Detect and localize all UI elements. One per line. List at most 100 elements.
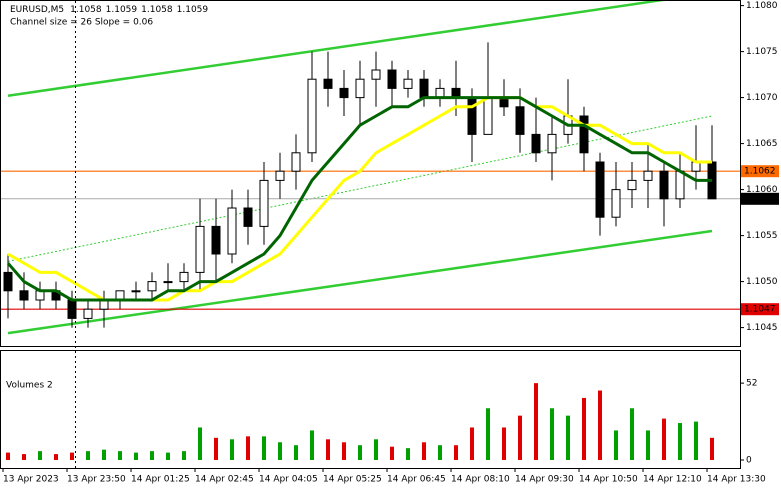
volume-bar bbox=[390, 446, 394, 460]
volume-pane: 0 52 bbox=[6, 379, 757, 466]
volume-bar bbox=[70, 452, 74, 460]
volume-bar bbox=[438, 445, 442, 460]
price-label: 1.1059 bbox=[744, 194, 776, 204]
volume-bar bbox=[166, 452, 170, 460]
candle-body bbox=[3, 271, 13, 292]
volume-bar bbox=[486, 408, 490, 460]
volume-bar bbox=[54, 454, 58, 460]
candle-body bbox=[339, 87, 349, 99]
channel-line bbox=[7, 1, 665, 97]
candle-body bbox=[627, 179, 637, 191]
candle-body bbox=[387, 69, 397, 89]
volume-bar bbox=[6, 452, 10, 460]
volume-bar bbox=[310, 430, 314, 460]
candle-body bbox=[83, 308, 93, 319]
candle-body bbox=[195, 225, 205, 273]
header-value: 1.1059 bbox=[177, 5, 209, 15]
candle-body bbox=[643, 170, 653, 181]
volume-bar bbox=[614, 430, 618, 460]
candle-body bbox=[259, 179, 269, 227]
x-tick-label: 14 Apr 04:05 bbox=[259, 475, 318, 485]
candle-body bbox=[675, 170, 685, 200]
header-value: 1.1058 bbox=[70, 5, 102, 15]
candle-body bbox=[547, 133, 557, 154]
header-value: 1.1059 bbox=[106, 5, 138, 15]
volume-bar bbox=[86, 451, 90, 460]
candle-body bbox=[19, 290, 29, 301]
candle-body bbox=[307, 78, 317, 154]
candle-body bbox=[595, 161, 605, 218]
x-tick-label: 14 Apr 08:10 bbox=[451, 475, 510, 485]
candle-body bbox=[355, 78, 365, 99]
volume-bar bbox=[566, 415, 570, 460]
volume-frame bbox=[0, 350, 741, 469]
candle-body bbox=[611, 189, 621, 218]
x-tick-label: 14 Apr 13:30 bbox=[707, 475, 766, 485]
volume-bar bbox=[134, 452, 138, 460]
x-tick-label: 13 Apr 2023 bbox=[3, 475, 59, 485]
volume-bar bbox=[22, 454, 26, 460]
volume-title: Volumes 2 bbox=[6, 381, 53, 391]
volume-bar bbox=[582, 397, 586, 460]
candle-body bbox=[467, 97, 477, 135]
level-label-box bbox=[741, 165, 779, 178]
x-tick-label: 13 Apr 23:50 bbox=[67, 475, 126, 485]
moving-average bbox=[6, 96, 712, 302]
candle-body bbox=[371, 69, 381, 80]
candle-body bbox=[323, 78, 333, 89]
chart-header: EURUSD,M5 1.1058 1.1059 1.1058 1.1059 bbox=[10, 5, 208, 15]
volume-bar bbox=[150, 451, 154, 460]
volume-bar bbox=[230, 439, 234, 460]
y-tick-label: 1.1055 bbox=[746, 231, 778, 241]
volume-bar bbox=[214, 437, 218, 460]
volume-bar bbox=[342, 442, 346, 460]
candle-body bbox=[147, 281, 157, 292]
y-tick-label: 1.1045 bbox=[746, 323, 778, 333]
candle-body bbox=[291, 152, 301, 172]
y-tick-label: 1.1075 bbox=[746, 47, 778, 57]
volume-bar bbox=[518, 415, 522, 460]
volume-bar bbox=[630, 408, 634, 460]
x-tick-label: 14 Apr 12:10 bbox=[643, 475, 702, 485]
volume-bar bbox=[246, 436, 250, 460]
candle-body bbox=[275, 170, 285, 181]
candle-body bbox=[67, 299, 77, 319]
volume-bar bbox=[102, 449, 106, 460]
volume-bar bbox=[550, 408, 554, 460]
indicator-label: Channel size = 26 Slope = 0.06 bbox=[10, 18, 153, 28]
header-value: 1.1058 bbox=[141, 5, 173, 15]
level-label-box bbox=[741, 303, 779, 316]
plot-area bbox=[1, 1, 740, 335]
volume-bar bbox=[406, 448, 410, 460]
volume-bar bbox=[198, 427, 202, 460]
x-tick-label: 14 Apr 01:25 bbox=[131, 475, 190, 485]
candle-body bbox=[515, 106, 525, 135]
candle-body bbox=[243, 207, 253, 227]
volume-bar bbox=[422, 442, 426, 460]
volume-bar bbox=[374, 439, 378, 460]
volume-bar bbox=[534, 383, 538, 460]
volume-bar bbox=[182, 451, 186, 460]
y-tick-label: 1.1050 bbox=[746, 277, 778, 287]
volume-bar bbox=[646, 430, 650, 460]
symbol: EURUSD,M5 bbox=[10, 5, 64, 15]
candle-body bbox=[163, 281, 173, 284]
candle-body bbox=[659, 170, 669, 200]
x-tick-label: 14 Apr 05:25 bbox=[323, 475, 382, 485]
candle-body bbox=[419, 78, 429, 99]
price-frame bbox=[0, 0, 741, 347]
volume-bar bbox=[502, 427, 506, 460]
volume-bar bbox=[38, 451, 42, 460]
price-label-box bbox=[741, 192, 779, 205]
volume-bar bbox=[118, 451, 122, 460]
y-tick-label: 1.1080 bbox=[746, 1, 778, 11]
volume-bar bbox=[598, 390, 602, 460]
level-label: 1.1047 bbox=[744, 305, 776, 315]
candle-body bbox=[403, 78, 413, 89]
y-tick-label: 52 bbox=[746, 379, 757, 389]
x-tick-label: 14 Apr 10:50 bbox=[579, 475, 638, 485]
volume-bar bbox=[262, 436, 266, 460]
y-tick-label: 0 bbox=[746, 456, 752, 466]
volume-bar bbox=[678, 423, 682, 460]
